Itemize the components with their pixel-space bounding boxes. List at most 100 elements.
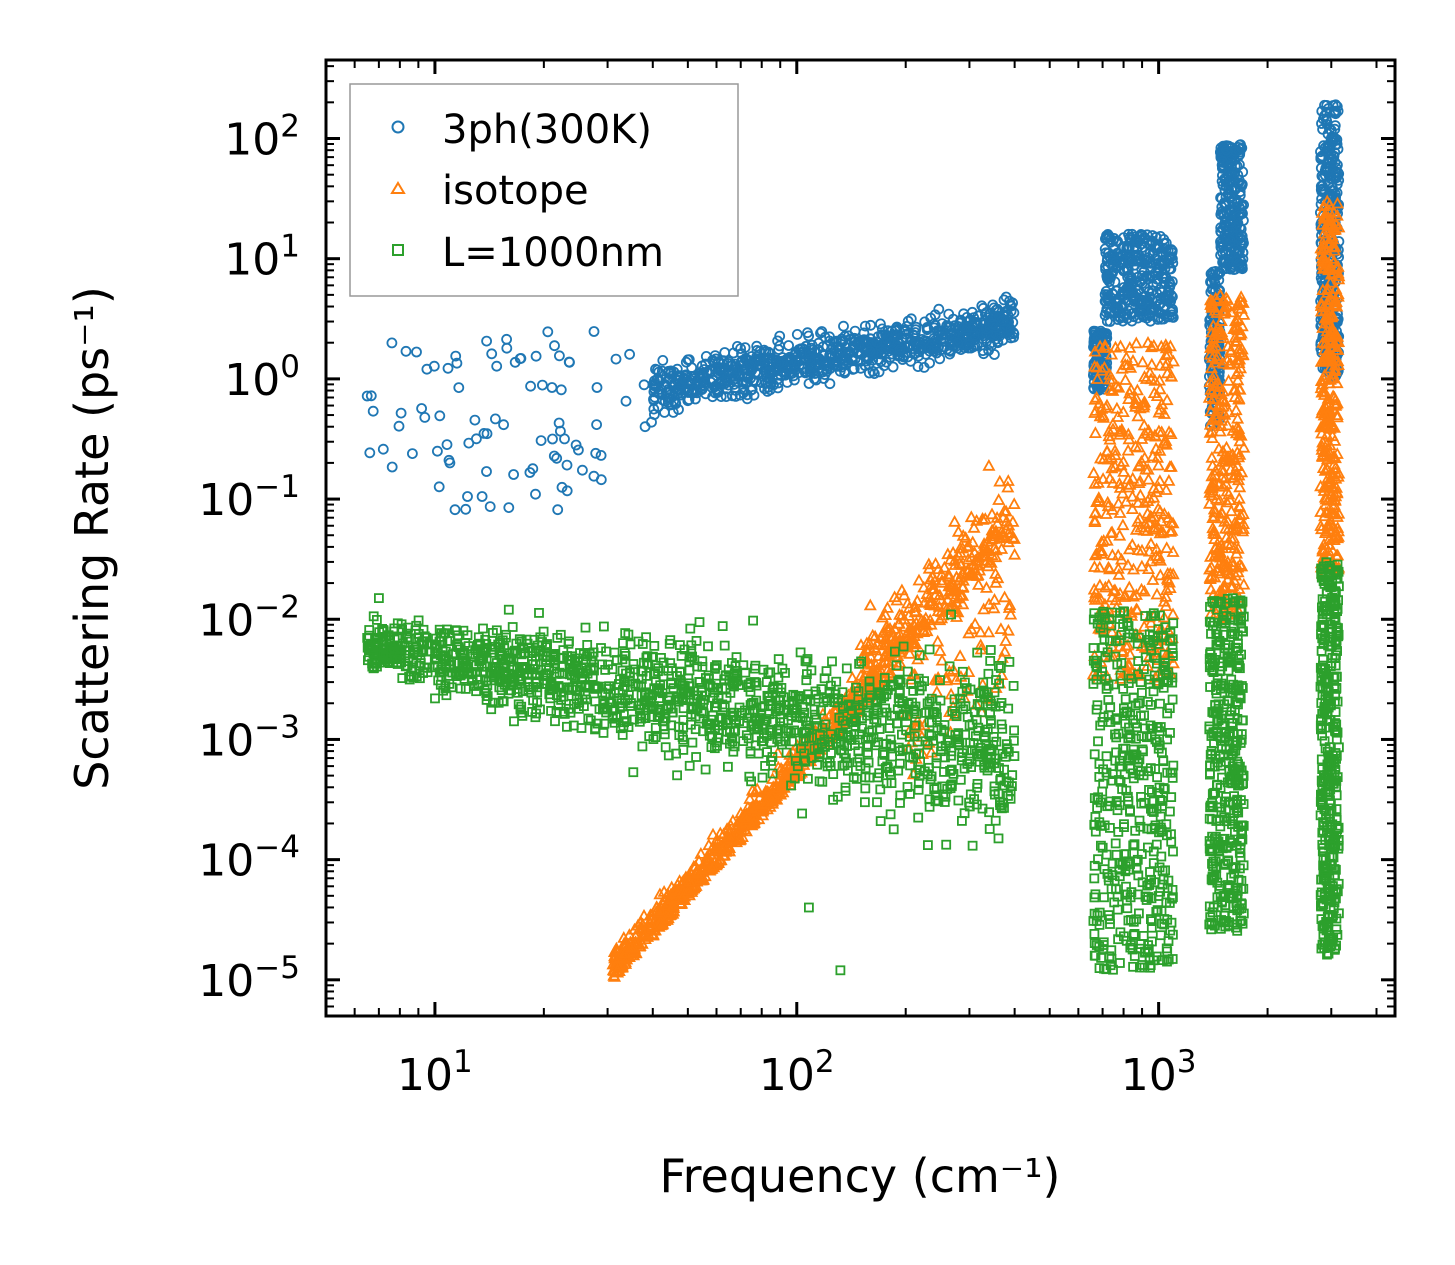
data-point-triangle <box>1097 360 1111 373</box>
data-point-circle <box>1328 107 1340 119</box>
data-point-circle <box>680 356 692 368</box>
data-point-circle <box>738 377 750 388</box>
data-point-triangle <box>1123 647 1137 660</box>
data-point-triangle <box>984 555 998 568</box>
data-point-triangle <box>1236 296 1250 308</box>
data-point-circle <box>800 366 812 378</box>
data-point-circle <box>1130 235 1142 246</box>
data-point-circle <box>1235 229 1247 241</box>
data-point-triangle <box>1321 452 1335 464</box>
data-point-triangle <box>872 679 886 692</box>
data-point-triangle <box>1106 422 1120 435</box>
data-point-triangle <box>1144 554 1158 567</box>
data-point-triangle <box>702 838 716 851</box>
data-point-triangle <box>655 896 669 908</box>
data-point-triangle <box>1317 226 1331 239</box>
data-point-triangle <box>823 708 837 721</box>
data-point-circle <box>419 411 431 423</box>
data-point-circle <box>442 362 454 374</box>
data-point-circle <box>921 324 933 336</box>
data-point-circle <box>855 362 867 374</box>
data-point-triangle <box>1129 588 1143 600</box>
data-point-triangle <box>1101 560 1115 573</box>
data-point-square <box>739 705 750 716</box>
data-point-triangle <box>941 567 956 580</box>
data-point-triangle <box>676 874 690 886</box>
data-point-triangle <box>925 582 939 595</box>
data-point-circle <box>377 443 389 455</box>
data-point-circle <box>988 302 1000 314</box>
data-point-circle <box>1152 267 1164 279</box>
data-point-circle <box>848 363 860 375</box>
data-point-triangle <box>933 644 947 656</box>
data-point-circle <box>361 390 373 402</box>
data-point-triangle <box>959 531 973 543</box>
data-point-triangle <box>1317 354 1332 367</box>
data-point-triangle <box>953 573 967 585</box>
data-point-triangle <box>1321 415 1335 428</box>
data-point-triangle <box>881 621 895 634</box>
data-point-triangle <box>666 899 680 912</box>
data-point-circle <box>804 353 816 365</box>
data-point-triangle <box>977 602 991 615</box>
data-point-circle <box>624 348 635 360</box>
data-point-triangle <box>875 610 889 623</box>
data-point-triangle <box>1130 603 1144 616</box>
data-point-circle <box>937 328 949 339</box>
data-point-triangle <box>1089 404 1103 416</box>
data-point-circle <box>530 350 542 362</box>
data-point-circle <box>912 361 924 373</box>
data-point-circle <box>739 342 751 354</box>
data-point-square <box>430 693 440 704</box>
data-point-triangle <box>675 891 689 903</box>
data-point-triangle <box>982 458 996 471</box>
data-point-square <box>994 661 1004 671</box>
data-point-triangle <box>1231 313 1245 326</box>
data-point-triangle <box>1135 543 1149 556</box>
data-point-circle <box>441 439 453 451</box>
data-point-triangle <box>1319 310 1333 323</box>
data-point-triangle <box>1150 587 1164 600</box>
data-point-circle <box>1220 198 1232 210</box>
data-point-circle <box>908 348 920 360</box>
data-point-circle <box>809 373 820 385</box>
data-point-triangle <box>1003 598 1017 611</box>
data-point-triangle <box>1137 418 1151 431</box>
data-point-square <box>583 713 594 724</box>
data-point-square <box>924 644 935 655</box>
data-point-triangle <box>636 926 650 939</box>
data-point-triangle <box>888 590 902 603</box>
data-point-circle <box>829 337 841 349</box>
data-point-triangle <box>1162 575 1176 588</box>
data-point-triangle <box>1234 294 1248 307</box>
data-point-circle <box>1088 383 1100 395</box>
data-point-circle <box>952 337 964 349</box>
data-point-triangle <box>1134 582 1149 595</box>
data-point-circle <box>1329 132 1341 144</box>
data-point-triangle <box>743 792 757 804</box>
data-point-triangle <box>995 542 1009 554</box>
data-point-circle <box>939 333 950 345</box>
data-point-circle <box>491 360 503 372</box>
data-point-triangle <box>1113 586 1127 599</box>
data-point-triangle <box>1122 392 1136 405</box>
data-point-triangle <box>1105 525 1119 538</box>
data-point-triangle <box>1113 481 1127 493</box>
data-point-triangle <box>1090 495 1104 508</box>
data-point-triangle <box>1319 255 1333 267</box>
data-point-circle <box>386 461 398 473</box>
data-point-circle <box>791 356 802 368</box>
data-point-triangle <box>1091 666 1106 679</box>
data-point-circle <box>671 374 683 386</box>
data-point-triangle <box>1116 454 1130 467</box>
data-point-circle <box>478 427 490 439</box>
data-point-circle <box>449 504 461 516</box>
data-point-triangle <box>1329 218 1343 230</box>
data-point-triangle <box>1004 607 1018 620</box>
data-point-circle <box>849 325 861 337</box>
data-point-triangle <box>1326 309 1340 321</box>
data-point-triangle <box>1322 236 1337 249</box>
data-point-square <box>550 716 560 727</box>
data-point-triangle <box>1093 451 1108 464</box>
data-point-triangle <box>931 634 945 647</box>
